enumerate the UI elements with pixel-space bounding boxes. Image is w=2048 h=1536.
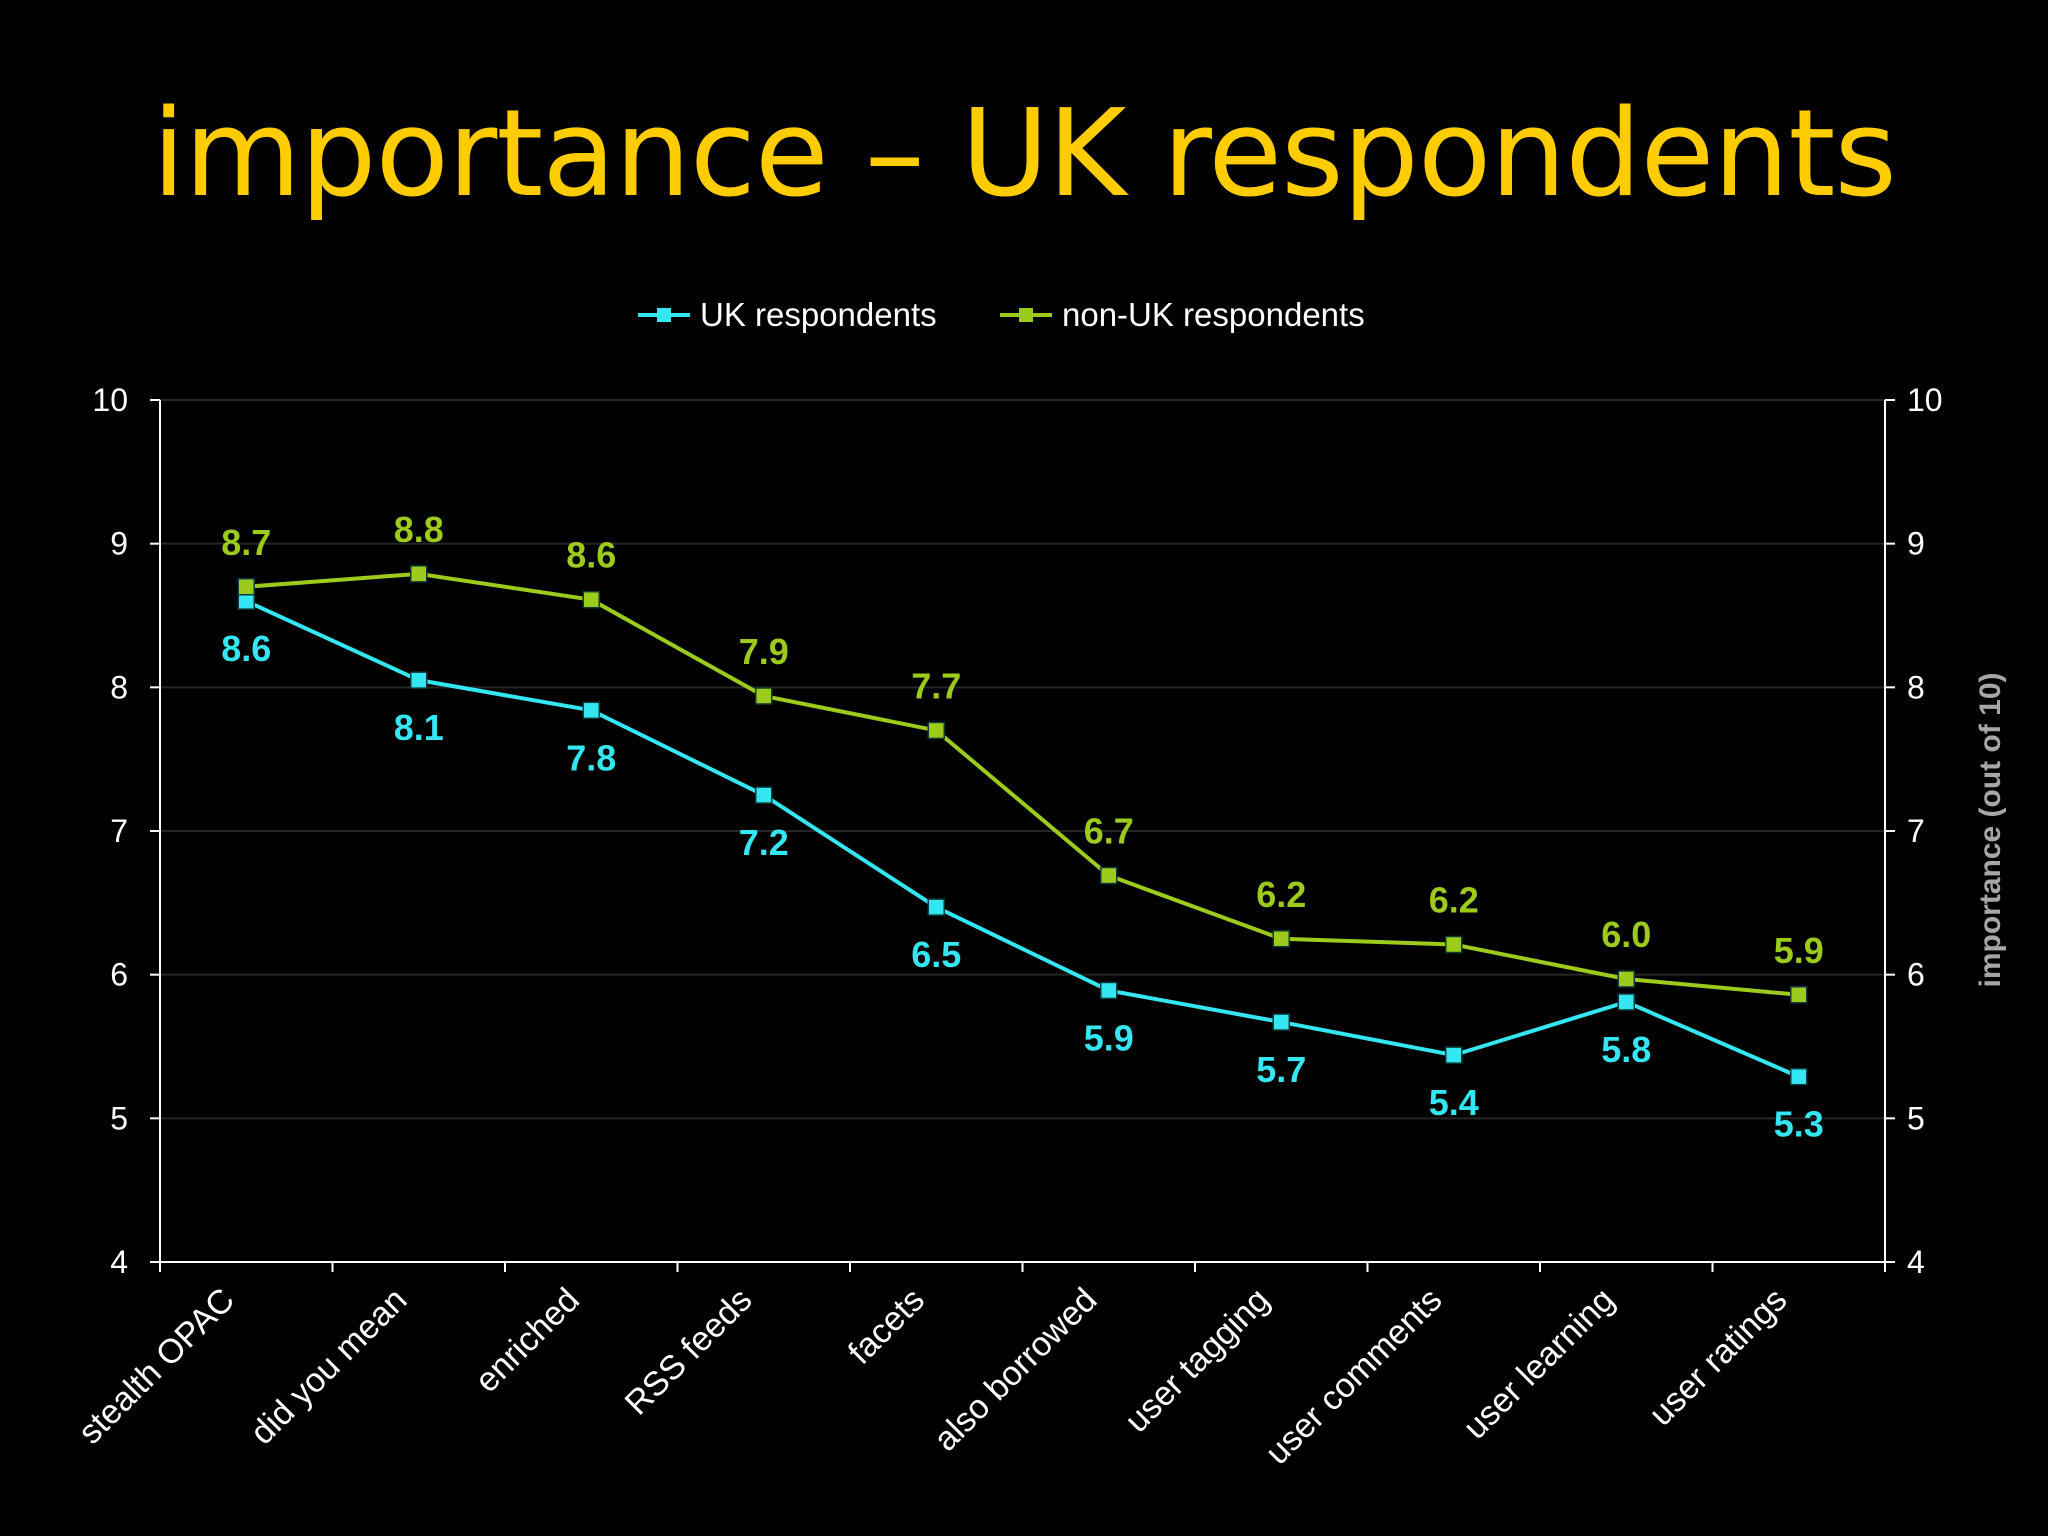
data-point bbox=[237, 578, 255, 596]
y-tick-label-right: 4 bbox=[1907, 1244, 1925, 1280]
y-tick-label-left: 10 bbox=[92, 382, 128, 418]
legend-marker bbox=[657, 308, 671, 322]
y-tick-label-left: 6 bbox=[110, 957, 128, 993]
y-axis-right-ticks: 4 5 6 7 8 9 10 bbox=[1885, 382, 1943, 1280]
x-tick-label: user learning bbox=[1456, 1281, 1622, 1447]
data-point bbox=[1272, 1013, 1290, 1031]
data-point bbox=[237, 592, 255, 610]
legend-label: UK respondents bbox=[700, 296, 937, 333]
x-tick-label: stealth OPAC bbox=[71, 1281, 242, 1452]
data-label: 6.5 bbox=[911, 934, 961, 975]
data-point bbox=[582, 590, 600, 609]
data-point bbox=[1617, 970, 1635, 988]
data-point bbox=[1445, 935, 1463, 954]
data-label: 6.2 bbox=[1256, 874, 1306, 915]
y-tick-label-left: 8 bbox=[110, 669, 128, 705]
data-point bbox=[582, 701, 600, 720]
data-label: 5.8 bbox=[1601, 1029, 1651, 1070]
page-title: importance – UK respondents bbox=[152, 85, 1897, 224]
series-non-uk: 8.7 8.8 8.6 7.9 7.7 6.7 6.2 6.2 6.0 5.9 bbox=[221, 509, 1824, 1004]
data-label: 8.6 bbox=[221, 628, 271, 669]
data-label: 5.9 bbox=[1774, 930, 1824, 971]
series-line bbox=[245, 599, 1800, 1079]
data-point bbox=[410, 565, 428, 583]
data-point bbox=[1790, 1067, 1808, 1086]
series-uk: 8.6 8.1 7.8 7.2 6.5 5.9 5.7 5.4 5.8 5.3 bbox=[221, 592, 1824, 1145]
x-tick-label: user tagging bbox=[1118, 1281, 1277, 1440]
data-label: 6.7 bbox=[1084, 811, 1134, 852]
x-tick-label: also borrowed bbox=[927, 1281, 1105, 1459]
data-point bbox=[1790, 986, 1808, 1004]
y-tick-label-left: 7 bbox=[110, 813, 128, 849]
data-label: 7.2 bbox=[739, 822, 789, 863]
x-tick-label: did you mean bbox=[243, 1281, 414, 1452]
data-point bbox=[1100, 981, 1118, 1000]
data-label: 8.8 bbox=[394, 509, 444, 550]
data-point bbox=[1445, 1046, 1463, 1064]
gridlines bbox=[160, 399, 1885, 1120]
y-tick-label-right: 8 bbox=[1907, 669, 1925, 705]
y-axis-right-label: importance (out of 10) bbox=[1974, 672, 2007, 987]
data-label: 7.8 bbox=[566, 737, 616, 778]
x-tick-label: facets bbox=[841, 1281, 932, 1372]
legend-item: UK respondents bbox=[638, 296, 937, 333]
data-point bbox=[927, 898, 945, 916]
data-point bbox=[755, 687, 773, 705]
x-tick-label: user ratings bbox=[1642, 1281, 1794, 1433]
y-tick-label-left: 5 bbox=[110, 1100, 128, 1136]
data-label: 5.9 bbox=[1084, 1017, 1134, 1058]
data-point bbox=[1272, 930, 1290, 948]
data-label: 7.7 bbox=[911, 665, 961, 706]
legend-item: non-UK respondents bbox=[1000, 296, 1365, 333]
data-point bbox=[410, 671, 428, 689]
x-tick-label: user comments bbox=[1258, 1281, 1449, 1472]
data-label: 6.2 bbox=[1429, 879, 1479, 920]
data-label: 5.4 bbox=[1429, 1082, 1479, 1123]
data-point bbox=[1617, 993, 1635, 1011]
data-label: 5.7 bbox=[1256, 1049, 1306, 1090]
legend-marker bbox=[1019, 308, 1033, 322]
y-tick-label-left: 9 bbox=[110, 526, 128, 562]
data-label: 6.0 bbox=[1601, 914, 1651, 955]
y-tick-label-left: 4 bbox=[110, 1244, 128, 1280]
series-line bbox=[246, 571, 1799, 997]
x-axis-ticks: stealth OPAC did you mean enriched RSS feed… bbox=[71, 1262, 1886, 1472]
y-tick-label-right: 10 bbox=[1907, 382, 1943, 418]
legend-label: non-UK respondents bbox=[1062, 296, 1365, 333]
y-tick-label-right: 7 bbox=[1907, 813, 1925, 849]
x-tick-label: enriched bbox=[468, 1281, 587, 1400]
data-label: 5.3 bbox=[1774, 1104, 1824, 1145]
data-point bbox=[755, 786, 773, 804]
data-label: 8.1 bbox=[394, 707, 444, 748]
data-point bbox=[1100, 866, 1118, 885]
y-tick-label-right: 6 bbox=[1907, 957, 1925, 993]
legend: UK respondents non-UK respondents bbox=[638, 296, 1365, 333]
y-tick-label-right: 5 bbox=[1907, 1100, 1925, 1136]
data-label: 8.7 bbox=[221, 522, 271, 563]
data-point bbox=[927, 721, 945, 740]
data-label: 8.6 bbox=[566, 535, 616, 576]
x-tick-label: RSS feeds bbox=[618, 1281, 760, 1423]
series-group: 8.6 8.1 7.8 7.2 6.5 5.9 5.7 5.4 5.8 5.3 8.7 8.8 8.6 7… bbox=[221, 509, 1824, 1145]
data-label: 7.9 bbox=[739, 631, 789, 672]
y-tick-label-right: 9 bbox=[1907, 526, 1925, 562]
y-axis-left-ticks: 4 5 6 7 8 9 10 bbox=[92, 382, 160, 1280]
